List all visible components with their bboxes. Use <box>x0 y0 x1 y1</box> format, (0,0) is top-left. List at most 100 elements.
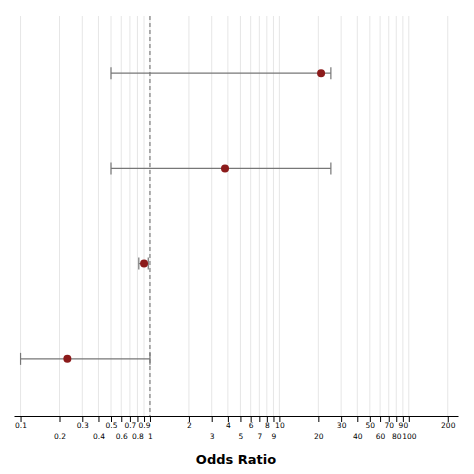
grid-line <box>357 16 358 416</box>
x-tick-mark <box>121 416 122 422</box>
grid-line <box>129 16 130 416</box>
grid-line <box>144 16 145 416</box>
x-tick-mark <box>98 416 99 422</box>
x-tick-label: 80 <box>392 432 402 441</box>
ci-cap-low <box>138 258 139 270</box>
x-tick-label: 0.2 <box>54 432 66 441</box>
grid-line <box>137 16 138 416</box>
grid-line <box>341 16 342 416</box>
x-tick-label: 0.4 <box>93 432 105 441</box>
x-tick-label: 4 <box>226 421 231 430</box>
grid-line <box>380 16 381 416</box>
ci-cap-low <box>20 353 21 365</box>
x-tick: 2 <box>187 416 192 430</box>
x-tick-mark <box>150 416 151 422</box>
x-tick-label: 0.3 <box>77 421 89 430</box>
x-tick-label: 3 <box>210 432 215 441</box>
x-tick-label: 0.8 <box>132 432 144 441</box>
x-tick: 0.2 <box>54 416 66 441</box>
x-tick: 0.5 <box>106 416 118 430</box>
grid-line <box>408 16 409 416</box>
plot-area <box>21 16 331 416</box>
x-tick-label: 0.7 <box>124 421 136 430</box>
x-tick-mark <box>240 416 241 422</box>
grid-line <box>388 16 389 416</box>
x-tick-label: 100 <box>402 432 417 441</box>
point-estimate <box>140 260 148 268</box>
x-tick: 90 <box>399 416 409 430</box>
grid-line <box>369 16 370 416</box>
x-tick-label: 0.5 <box>106 421 118 430</box>
reference-line <box>149 16 150 416</box>
point-estimate <box>221 164 229 172</box>
grid-line <box>121 16 122 416</box>
x-tick: 5 <box>239 416 244 441</box>
x-tick-label: 0.6 <box>116 432 128 441</box>
grid-line <box>279 16 280 416</box>
ci-cap-high <box>149 353 150 365</box>
grid-line <box>20 16 21 416</box>
x-tick: 7 <box>257 416 262 441</box>
x-axis-line <box>15 416 459 417</box>
x-tick: 20 <box>314 416 324 441</box>
x-tick: 70 <box>384 416 394 430</box>
grid-line <box>240 16 241 416</box>
x-tick: 4 <box>226 416 231 430</box>
x-tick-label: 60 <box>376 432 386 441</box>
x-tick-label: 90 <box>399 421 409 430</box>
grid-line <box>259 16 260 416</box>
x-tick: 0.9 <box>139 416 151 430</box>
x-axis-title: Odds Ratio <box>196 452 276 467</box>
grid-line <box>250 16 251 416</box>
x-tick: 40 <box>353 416 363 441</box>
ci-line <box>21 358 150 359</box>
grid-line <box>59 16 60 416</box>
x-tick-label: 40 <box>353 432 363 441</box>
grid-line <box>98 16 99 416</box>
x-tick-mark <box>60 416 61 422</box>
point-estimate <box>63 355 71 363</box>
grid-line <box>273 16 274 416</box>
ci-cap-low <box>110 162 111 174</box>
x-tick-label: 5 <box>239 432 244 441</box>
x-tick-label: 1 <box>148 432 153 441</box>
x-tick: 100 <box>402 416 417 441</box>
x-tick: 0.7 <box>124 416 136 430</box>
grid <box>21 16 448 416</box>
x-tick: 0.1 <box>15 416 27 430</box>
x-tick-label: 0.9 <box>139 421 151 430</box>
x-tick: 6 <box>249 416 254 430</box>
x-tick-label: 7 <box>257 432 262 441</box>
ci-line <box>111 168 331 169</box>
x-tick: 200 <box>441 416 456 430</box>
grid-line <box>396 16 397 416</box>
x-tick: 8 <box>265 416 270 430</box>
x-tick-label: 200 <box>441 421 456 430</box>
x-tick: 0.3 <box>77 416 89 430</box>
x-tick-mark <box>318 416 319 422</box>
x-tick-label: 8 <box>265 421 270 430</box>
x-tick: 3 <box>210 416 215 441</box>
x-tick-label: 6 <box>249 421 254 430</box>
x-tick: 50 <box>366 416 376 430</box>
point-estimate <box>317 69 325 77</box>
x-tick-mark <box>259 416 260 422</box>
x-tick-mark <box>380 416 381 422</box>
x-tick-mark <box>396 416 397 422</box>
ci-line <box>111 73 331 74</box>
ci-cap-high <box>330 67 331 79</box>
grid-line <box>266 16 267 416</box>
grid-line <box>211 16 212 416</box>
ci-cap-high <box>330 162 331 174</box>
x-tick: 30 <box>337 416 347 430</box>
x-tick-label: 70 <box>384 421 394 430</box>
x-tick-label: 50 <box>366 421 376 430</box>
x-tick-mark <box>357 416 358 422</box>
x-tick: 10 <box>275 416 285 430</box>
x-axis: 0.10.20.30.40.50.60.70.80.91234567891020… <box>15 416 459 441</box>
grid-line <box>402 16 403 416</box>
grid-line <box>447 16 448 416</box>
x-tick-label: 20 <box>314 432 324 441</box>
ci-cap-low <box>110 67 111 79</box>
grid-line <box>149 16 150 416</box>
